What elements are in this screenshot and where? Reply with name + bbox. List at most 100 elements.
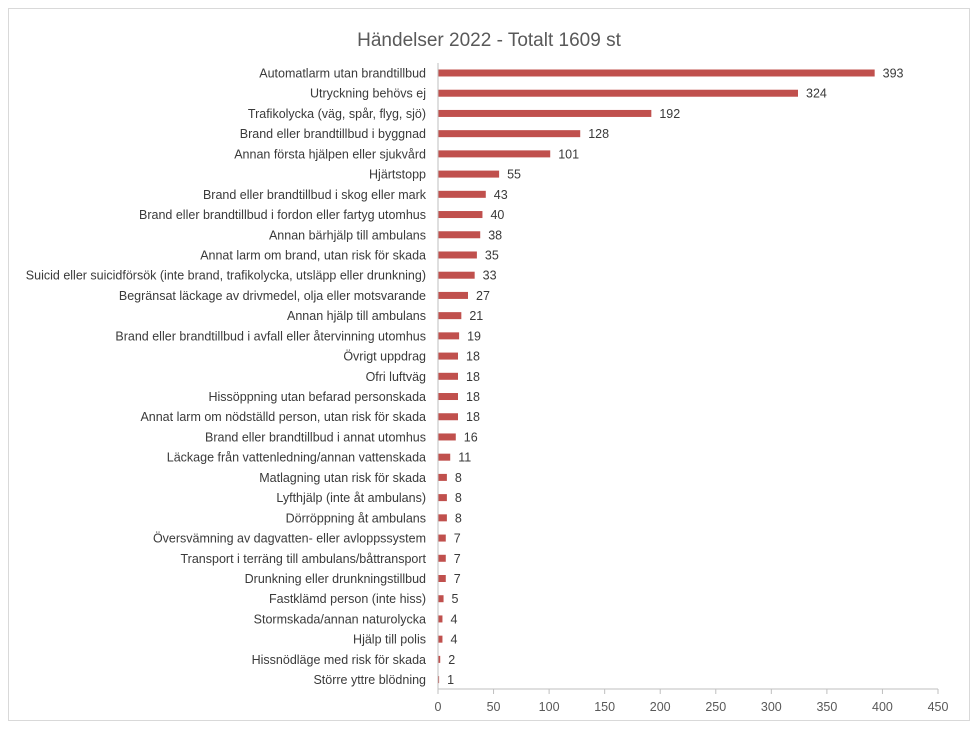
category-label: Större yttre blödning <box>313 673 426 687</box>
value-label: 8 <box>455 511 462 525</box>
value-label: 5 <box>452 592 459 606</box>
bar <box>438 595 444 603</box>
category-label: Hissnödläge med risk för skada <box>252 653 426 667</box>
bar <box>438 271 475 279</box>
bar <box>438 655 441 663</box>
bar <box>438 291 468 299</box>
x-axis: 0 50 100 150 200 250 300 350 400 450 <box>435 63 949 714</box>
bar <box>438 332 460 340</box>
bar <box>438 413 458 421</box>
bar <box>438 170 500 178</box>
value-label: 55 <box>507 168 521 182</box>
category-label: Suicid eller suicidförsök (inte brand, t… <box>26 269 426 283</box>
bar <box>438 312 462 320</box>
category-label: Läckage från vattenledning/annan vattens… <box>167 451 426 465</box>
bar <box>438 676 440 684</box>
chart-title: Händelser 2022 - Totalt 1609 st <box>357 30 621 51</box>
bar <box>438 130 581 138</box>
category-label: Annan hjälp till ambulans <box>287 309 426 323</box>
value-label: 18 <box>466 370 480 384</box>
category-label: Utryckning behövs ej <box>310 87 426 101</box>
value-label: 43 <box>494 188 508 202</box>
value-label: 11 <box>458 451 471 465</box>
value-label: 18 <box>466 410 480 424</box>
category-label: Lyfthjälp (inte åt ambulans) <box>276 491 426 505</box>
value-label: 18 <box>466 390 480 404</box>
value-label: 2 <box>448 653 455 667</box>
bar <box>438 190 486 198</box>
bar <box>438 150 551 158</box>
category-label: Hjälp till polis <box>353 633 426 647</box>
value-label: 4 <box>450 633 457 647</box>
category-label: Ofri luftväg <box>366 370 426 384</box>
value-label: 7 <box>454 552 461 566</box>
category-label: Hjärtstopp <box>369 168 426 182</box>
bar <box>438 109 652 117</box>
category-label: Stormskada/annan naturolycka <box>254 612 426 626</box>
bar <box>438 615 443 623</box>
bar <box>438 211 483 219</box>
value-label: 324 <box>806 87 827 101</box>
bar <box>438 352 458 360</box>
value-label: 38 <box>488 228 502 242</box>
value-label: 4 <box>450 612 457 626</box>
value-label: 7 <box>454 532 461 546</box>
bar <box>438 453 451 461</box>
x-tick-label: 300 <box>761 700 782 714</box>
bar <box>438 231 481 239</box>
category-label: Annat larm om brand, utan risk för skada <box>200 248 426 262</box>
category-label: Trafikolycka (väg, spår, flyg, sjö) <box>248 107 426 121</box>
category-label: Brand eller brandtillbud i fordon eller … <box>139 208 426 222</box>
bar <box>438 393 458 401</box>
value-label: 21 <box>469 309 483 323</box>
category-label: Brand eller brandtillbud i annat utomhus <box>205 430 426 444</box>
chart-frame <box>8 8 970 721</box>
bar <box>438 494 447 502</box>
category-label: Begränsat läckage av drivmedel, olja ell… <box>119 289 426 303</box>
value-label: 18 <box>466 350 480 364</box>
x-tick-label: 250 <box>705 700 726 714</box>
value-label: 27 <box>476 289 490 303</box>
category-label: Brand eller brandtillbud i avfall eller … <box>115 329 426 343</box>
bar <box>438 433 456 441</box>
bars-layer <box>438 69 875 684</box>
bar <box>438 554 446 562</box>
category-label: Annat larm om nödställd person, utan ris… <box>140 410 426 424</box>
value-label: 101 <box>558 147 579 161</box>
value-label: 40 <box>490 208 504 222</box>
x-tick-label: 100 <box>539 700 560 714</box>
category-label: Övrigt uppdrag <box>343 350 426 364</box>
value-label: 33 <box>483 269 497 283</box>
value-label: 192 <box>659 107 680 121</box>
x-tick-label: 150 <box>594 700 615 714</box>
value-label: 16 <box>464 430 478 444</box>
x-tick-label: 50 <box>487 700 501 714</box>
bar <box>438 635 443 643</box>
category-label: Drunkning eller drunkningstillbud <box>245 572 426 586</box>
category-label: Översvämning av dagvatten- eller avlopps… <box>153 532 426 546</box>
value-label: 393 <box>883 67 904 81</box>
category-label: Matlagning utan risk för skada <box>259 471 426 485</box>
category-labels: Automatlarm utan brandtillbud Utryckning … <box>26 67 427 688</box>
category-label: Dörröppning åt ambulans <box>286 511 426 525</box>
value-label: 8 <box>455 471 462 485</box>
value-label: 19 <box>467 329 481 343</box>
value-label: 128 <box>588 127 609 141</box>
x-tick-label: 450 <box>928 700 949 714</box>
bar <box>438 514 447 522</box>
category-label: Hissöppning utan befarad personskada <box>208 390 426 404</box>
category-label: Annan bärhjälp till ambulans <box>269 228 426 242</box>
bar <box>438 473 447 481</box>
category-label: Automatlarm utan brandtillbud <box>259 67 426 81</box>
value-label: 7 <box>454 572 461 586</box>
value-label: 35 <box>485 248 499 262</box>
bar <box>438 534 446 542</box>
category-label: Brand eller brandtillbud i skog eller ma… <box>203 188 427 202</box>
bar <box>438 89 798 97</box>
value-label: 8 <box>455 491 462 505</box>
bar <box>438 575 446 582</box>
category-label: Transport i terräng till ambulans/båttra… <box>181 552 427 566</box>
x-tick-label: 200 <box>650 700 671 714</box>
category-label: Fastklämd person (inte hiss) <box>269 592 426 606</box>
